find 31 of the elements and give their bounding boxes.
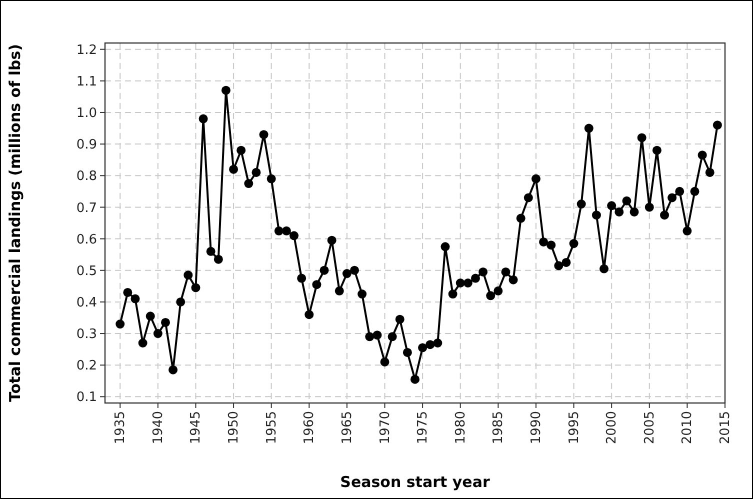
x-tick-label: 1985 — [491, 411, 506, 444]
x-tick-label: 1945 — [188, 411, 204, 444]
y-tick-label: 0.1 — [76, 390, 97, 406]
y-axis-title: Total commercial landings (millions of lbs) — [6, 44, 24, 402]
y-tick-label: 0.6 — [76, 232, 97, 248]
x-axis-title: Season start year — [340, 473, 490, 491]
y-tick-label: 0.3 — [76, 327, 97, 342]
x-tick-label: 1970 — [378, 411, 393, 444]
y-tick-label: 0.7 — [76, 200, 97, 216]
y-tick-label: 1.0 — [76, 106, 97, 122]
x-tick-label: 1980 — [453, 411, 468, 444]
x-tick-label: 2015 — [718, 411, 733, 444]
y-tick-label: 1.2 — [76, 42, 97, 58]
y-tick-label: 0.2 — [76, 358, 97, 374]
y-tick-label: 0.8 — [76, 169, 97, 184]
x-tick-label: 2010 — [680, 411, 696, 444]
y-tick-label: 1.1 — [76, 74, 97, 90]
x-tick-label: 2005 — [642, 411, 658, 444]
x-tick-label: 1955 — [264, 411, 280, 444]
x-tick-label: 1990 — [528, 411, 544, 444]
y-tick-label: 0.5 — [76, 264, 97, 279]
x-tick-label: 1950 — [226, 411, 242, 444]
x-tick-label: 1965 — [340, 411, 355, 444]
y-tick-label: 0.4 — [76, 295, 97, 310]
y-tick-label: 0.9 — [76, 138, 97, 153]
x-tick-label: 2000 — [604, 411, 620, 444]
x-tick-label: 1960 — [302, 411, 318, 444]
x-tick-label: 1975 — [416, 411, 431, 444]
x-tick-label: 1935 — [113, 411, 128, 444]
x-tick-label: 1940 — [150, 411, 166, 444]
x-tick-label: 1995 — [566, 411, 582, 444]
